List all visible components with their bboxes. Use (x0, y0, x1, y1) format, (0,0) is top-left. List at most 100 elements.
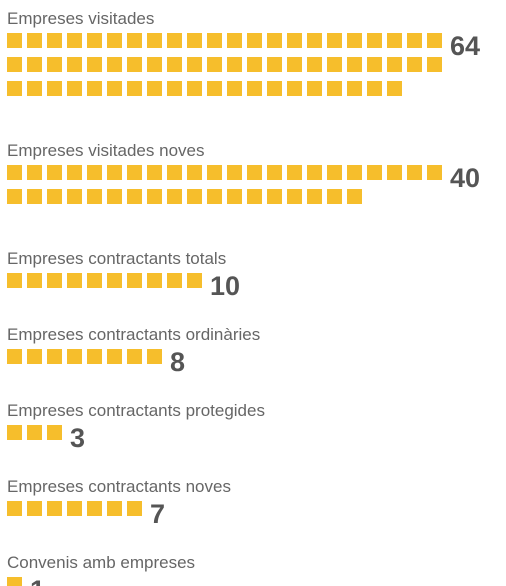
unit-square (287, 189, 302, 204)
unit-square (87, 81, 102, 96)
unit-square (427, 57, 442, 72)
unit-square (27, 81, 42, 96)
item-label: Empreses visitades (7, 9, 154, 28)
unit-square (187, 165, 202, 180)
unit-square (287, 57, 302, 72)
unit-square (87, 273, 102, 288)
unit-square (127, 349, 142, 364)
unit-square (267, 189, 282, 204)
unit-square (267, 165, 282, 180)
unit-square (307, 57, 322, 72)
unit-square (7, 425, 22, 440)
unit-square (67, 501, 82, 516)
unit-square (107, 57, 122, 72)
unit-square (107, 501, 122, 516)
value-label: 7 (150, 499, 165, 529)
unit-square (127, 33, 142, 48)
unit-square (207, 57, 222, 72)
unit-square (327, 33, 342, 48)
unit-square (27, 165, 42, 180)
unit-square (127, 501, 142, 516)
unit-square (387, 165, 402, 180)
unit-square (387, 33, 402, 48)
unit-square (347, 33, 362, 48)
unit-square (327, 81, 342, 96)
unit-square (207, 189, 222, 204)
unit-square (47, 33, 62, 48)
unit-square (367, 165, 382, 180)
unit-square (207, 33, 222, 48)
unit-square (47, 57, 62, 72)
unit-square (307, 81, 322, 96)
unit-square (87, 57, 102, 72)
unit-square (47, 501, 62, 516)
item-label: Empreses contractants ordinàries (7, 325, 260, 344)
unit-square (7, 189, 22, 204)
unit-square (167, 57, 182, 72)
unit-square (227, 57, 242, 72)
item-label: Empreses contractants totals (7, 249, 226, 268)
unit-square (207, 81, 222, 96)
unit-square (147, 349, 162, 364)
unit-square (107, 273, 122, 288)
unit-square (107, 33, 122, 48)
unit-square (27, 57, 42, 72)
unit-square (247, 81, 262, 96)
pictogram-group (7, 501, 142, 516)
unit-square (7, 57, 22, 72)
unit-square (7, 33, 22, 48)
unit-square (87, 189, 102, 204)
value-label: 64 (450, 31, 480, 61)
unit-square (387, 81, 402, 96)
unit-square (247, 189, 262, 204)
unit-square (227, 33, 242, 48)
value-label: 10 (210, 271, 240, 301)
unit-square (67, 349, 82, 364)
unit-square (67, 165, 82, 180)
pictogram-group (7, 33, 442, 96)
unit-square (127, 273, 142, 288)
unit-square (227, 165, 242, 180)
unit-square (47, 273, 62, 288)
unit-square (347, 57, 362, 72)
unit-square (47, 425, 62, 440)
unit-square (267, 33, 282, 48)
unit-square (347, 189, 362, 204)
unit-square (327, 189, 342, 204)
unit-square (27, 273, 42, 288)
unit-square (267, 57, 282, 72)
unit-square (367, 33, 382, 48)
unit-square (7, 81, 22, 96)
unit-square (407, 57, 422, 72)
value-label: 8 (170, 347, 185, 377)
unit-square (427, 165, 442, 180)
item-label: Convenis amb empreses (7, 553, 195, 572)
unit-square (107, 189, 122, 204)
unit-square (387, 57, 402, 72)
unit-square (127, 57, 142, 72)
unit-square (247, 165, 262, 180)
pictogram-group (7, 425, 62, 440)
unit-square (7, 577, 22, 586)
unit-square (187, 81, 202, 96)
unit-square (27, 189, 42, 204)
unit-square (27, 425, 42, 440)
unit-square (7, 165, 22, 180)
unit-square (87, 165, 102, 180)
unit-square (427, 33, 442, 48)
unit-square (187, 33, 202, 48)
unit-square (127, 81, 142, 96)
unit-square (167, 33, 182, 48)
unit-square (147, 81, 162, 96)
unit-square (27, 33, 42, 48)
pictogram-group (7, 349, 162, 364)
unit-square (67, 33, 82, 48)
unit-square (67, 273, 82, 288)
unit-square (47, 81, 62, 96)
unit-square (7, 273, 22, 288)
unit-square (167, 273, 182, 288)
unit-square (167, 189, 182, 204)
unit-square (287, 81, 302, 96)
unit-square (347, 81, 362, 96)
